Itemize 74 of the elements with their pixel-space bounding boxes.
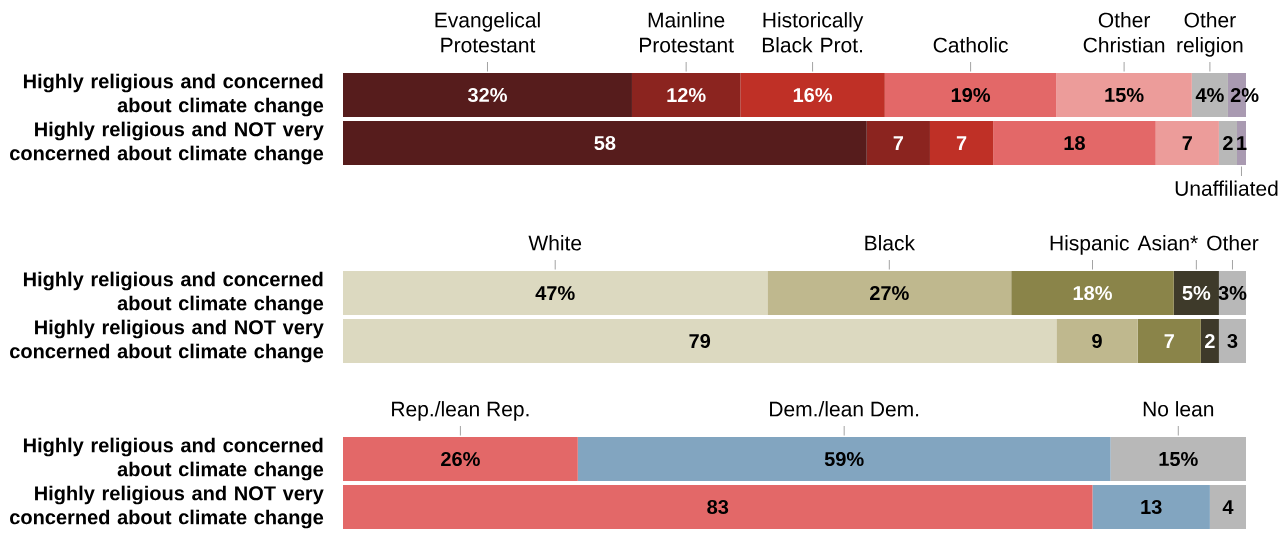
series-label: White xyxy=(528,235,582,251)
data-label: 3 xyxy=(1227,333,1238,349)
bar xyxy=(343,319,1057,364)
bar xyxy=(1056,73,1192,117)
bar xyxy=(1155,121,1219,165)
series-label: Hispanic xyxy=(1050,235,1129,255)
series-label: Evangelical Protestant xyxy=(435,12,540,53)
data-label: 12% xyxy=(667,87,706,103)
bar xyxy=(577,437,1111,482)
bar xyxy=(1218,319,1247,364)
bar xyxy=(1137,319,1201,364)
bar xyxy=(343,271,768,316)
y-tick-label: Highly religious and NOT very concerned about climate change xyxy=(10,121,324,165)
bar xyxy=(993,121,1156,165)
data-label: 2 xyxy=(1223,136,1233,150)
data-label: 26% xyxy=(441,451,480,467)
data-label: 7 xyxy=(1182,136,1192,150)
bar xyxy=(343,437,578,482)
data-label: 32% xyxy=(467,87,507,103)
series-label: Other xyxy=(1207,235,1259,251)
series-label: Dem./lean Dem. xyxy=(770,401,919,417)
bar xyxy=(1209,485,1247,530)
series-label: Rep./lean Rep. xyxy=(392,401,529,421)
data-label: 15% xyxy=(1159,451,1198,467)
bar xyxy=(1092,485,1210,530)
series-label: Catholic xyxy=(933,37,1008,53)
series-label: No lean xyxy=(1143,401,1214,417)
data-label: 2 xyxy=(1205,334,1215,348)
y-tick-label: Highly religious and concerned about climate change xyxy=(23,437,324,481)
data-label: 7 xyxy=(956,136,967,150)
data-label: 4% xyxy=(1195,87,1224,103)
data-label: 58 xyxy=(594,135,616,151)
bar xyxy=(740,73,885,117)
series-label: Other religion xyxy=(1177,12,1243,57)
data-label: 9 xyxy=(1092,333,1102,349)
data-label: 18 xyxy=(1064,135,1085,151)
series-label: Other Christian xyxy=(1083,12,1165,53)
bar xyxy=(1218,121,1237,165)
bar xyxy=(343,73,632,117)
data-label: 4 xyxy=(1222,500,1234,514)
bar xyxy=(929,121,994,165)
data-label: 18% xyxy=(1073,285,1112,301)
data-label: 7 xyxy=(1164,334,1174,348)
data-label: 83 xyxy=(707,499,729,515)
y-tick-label: Highly religious and concerned about climate change xyxy=(23,271,324,315)
bar xyxy=(866,121,930,165)
data-label: 27% xyxy=(870,285,909,301)
bar xyxy=(1056,319,1138,364)
bar xyxy=(1110,437,1247,482)
data-label: 59% xyxy=(824,451,864,467)
data-label: 13 xyxy=(1141,499,1162,515)
series-label: Black xyxy=(865,235,916,251)
data-label: 47% xyxy=(535,285,575,301)
data-label: 7 xyxy=(893,136,904,150)
bar xyxy=(631,73,741,117)
data-label: 15% xyxy=(1105,87,1144,103)
bar xyxy=(884,73,1057,117)
bar xyxy=(1011,271,1174,316)
y-tick-label: Highly religious and NOT very concerned about climate change xyxy=(10,485,324,529)
bar xyxy=(343,485,1093,530)
series-label: Mainline Protestant xyxy=(640,12,734,53)
data-label: 79 xyxy=(689,333,711,349)
y-tick-label: Highly religious and NOT very concerned about climate change xyxy=(10,319,324,363)
series-label: Historically Black Prot. xyxy=(762,12,864,53)
data-label: 19% xyxy=(951,87,991,103)
data-label: 5% xyxy=(1182,285,1211,301)
series-label: Asian* xyxy=(1137,235,1198,251)
bar xyxy=(1200,319,1219,364)
y-tick-label: Highly religious and concerned about climate change xyxy=(23,73,324,117)
series-label: Unaffiliated xyxy=(1175,180,1278,196)
bar xyxy=(343,121,867,165)
data-label: 16% xyxy=(793,87,833,103)
bar xyxy=(767,271,1012,316)
bar xyxy=(1173,271,1219,316)
